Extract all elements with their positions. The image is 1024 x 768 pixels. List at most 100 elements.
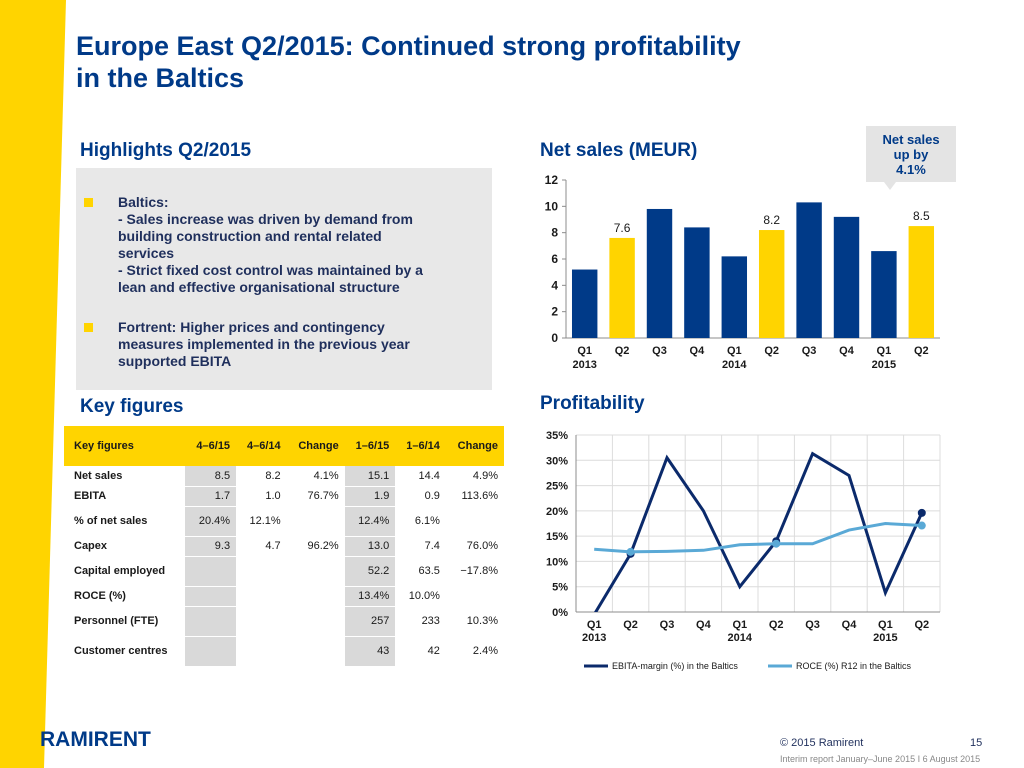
highlights-box — [76, 168, 492, 390]
x-tick-year-label: 2014 — [722, 359, 747, 371]
bullet-square-icon — [84, 198, 93, 207]
table-cell: 1.7 — [185, 486, 237, 507]
x-tick-year-label: 2015 — [873, 632, 897, 644]
highlight-bullet-baltics: Baltics: - Sales increase was driven by d… — [84, 194, 484, 296]
x-tick-label: Q1 — [727, 345, 742, 357]
x-tick-label: Q3 — [802, 345, 817, 357]
y-tick-label: 30% — [546, 455, 568, 467]
table-cell: 8.5 — [185, 466, 237, 487]
table-cell: 96.2% — [286, 536, 345, 557]
table-cell: 76.0% — [445, 536, 504, 557]
table-row: Personnel (FTE) 257 233 10.3% — [64, 606, 504, 637]
table-row: Customer centres 43 42 2.4% — [64, 636, 504, 667]
y-tick-label: 0% — [552, 607, 568, 619]
table-cell: 4.1% — [286, 466, 345, 487]
y-tick-label: 4 — [551, 278, 558, 292]
table-cell — [286, 506, 345, 537]
x-tick-label: Q4 — [696, 619, 712, 631]
table-cell — [445, 506, 504, 537]
x-tick-label: Q4 — [842, 619, 858, 631]
bar — [684, 227, 710, 338]
x-tick-year-label: 2014 — [728, 632, 753, 644]
x-tick-label: Q4 — [690, 345, 706, 357]
net-sales-callout: Net sales up by 4.1% — [866, 126, 956, 182]
series-line — [593, 451, 924, 612]
x-tick-label: Q3 — [652, 345, 667, 357]
bullet-line: Fortrent: Higher prices and contingency — [118, 319, 385, 335]
bullet-line: supported EBITA — [118, 353, 232, 369]
column-header: 4–6/15 — [185, 426, 237, 466]
highlight-bullet-fortrent: Fortrent: Higher prices and contingency m… — [84, 319, 484, 370]
series-marker — [626, 547, 635, 556]
bar — [908, 226, 935, 338]
table-cell — [286, 636, 345, 667]
x-tick-label: Q1 — [732, 619, 747, 631]
bullet-line: services — [118, 245, 175, 261]
bullet-text: Baltics: - Sales increase was driven by d… — [118, 194, 484, 296]
bar — [871, 251, 897, 338]
x-tick-label: Q2 — [914, 345, 929, 357]
series-line — [594, 521, 922, 554]
table-cell: 13.4% — [344, 586, 396, 607]
y-tick-label: 15% — [546, 531, 568, 543]
table-cell: 2.4% — [445, 636, 504, 667]
row-label: Net sales — [64, 466, 186, 487]
legend-label: EBITA-margin (%) in the Baltics — [612, 661, 738, 671]
slide-title-line1: Europe East Q2/2015: Continued strong pr… — [76, 31, 741, 61]
bullet-text: Fortrent: Higher prices and contingency m… — [118, 319, 484, 370]
table-cell — [236, 606, 287, 637]
x-tick-label: Q2 — [769, 619, 784, 631]
bullet-line: lean and effective organisational struct… — [118, 279, 400, 295]
column-header: 1–6/15 — [344, 426, 396, 466]
table-cell: 76.7% — [286, 486, 345, 507]
y-tick-label: 12 — [545, 173, 559, 187]
highlights-heading: Highlights Q2/2015 — [80, 140, 252, 161]
table-cell: 4.9% — [445, 466, 504, 487]
x-tick-year-label: 2013 — [582, 632, 606, 644]
data-label: 8.2 — [763, 213, 780, 227]
bullet-square-icon — [84, 323, 93, 332]
table-cell — [286, 556, 345, 587]
column-header: Key figures — [64, 426, 186, 466]
y-tick-label: 20% — [546, 506, 568, 518]
table-cell — [236, 586, 287, 607]
y-tick-label: 10% — [546, 556, 568, 568]
table-row: Capital employed 52.2 63.5 −17.8% — [64, 556, 504, 587]
series-marker — [917, 521, 926, 530]
data-label: 8.5 — [913, 209, 930, 223]
table-cell — [236, 556, 287, 587]
table-cell: 8.2 — [236, 466, 287, 487]
bullet-line: measures implemented in the previous yea… — [118, 336, 410, 352]
table-row: EBITA 1.7 1.0 76.7% 1.9 0.9 113.6% — [64, 486, 504, 507]
table-cell: 10.0% — [395, 586, 446, 607]
bullet-line: building construction and rental related — [118, 228, 382, 244]
slide-title: Europe East Q2/2015: Continued strong pr… — [76, 30, 976, 94]
y-tick-label: 5% — [552, 582, 568, 594]
y-tick-label: 35% — [546, 430, 568, 442]
x-tick-year-label: 2013 — [572, 359, 596, 371]
row-label: % of net sales — [64, 506, 186, 537]
legend-label: ROCE (%) R12 in the Baltics — [796, 661, 912, 671]
row-label: ROCE (%) — [64, 586, 186, 607]
column-header: Change — [286, 426, 345, 466]
table-cell — [185, 606, 237, 637]
table-cell: 15.1 — [344, 466, 396, 487]
table-cell — [286, 606, 345, 637]
table-cell: 63.5 — [395, 556, 446, 587]
net-sales-bar-chart: 0 2 4 6 8 10 12 Q1 2013 7.6 Q2 Q3 Q4 Q1 2014 8.2 Q2 Q3 Q4 Q… — [545, 173, 940, 371]
table-cell: 43 — [344, 636, 396, 667]
table-cell: 52.2 — [344, 556, 396, 587]
bar — [646, 208, 673, 338]
key-figures-heading: Key figures — [80, 396, 184, 417]
table-cell — [286, 586, 345, 607]
data-label: 7.6 — [614, 221, 631, 235]
table-cell: 257 — [344, 606, 396, 637]
x-tick-label: Q1 — [878, 619, 893, 631]
table-cell: 20.4% — [185, 506, 237, 537]
row-label: Capex — [64, 536, 186, 557]
profitability-chart-title: Profitability — [540, 393, 645, 414]
copyright-text: © 2015 Ramirent — [780, 737, 864, 749]
column-header: 4–6/14 — [236, 426, 287, 466]
bullet-line: Baltics: — [118, 194, 169, 210]
table-cell: 12.4% — [344, 506, 396, 537]
